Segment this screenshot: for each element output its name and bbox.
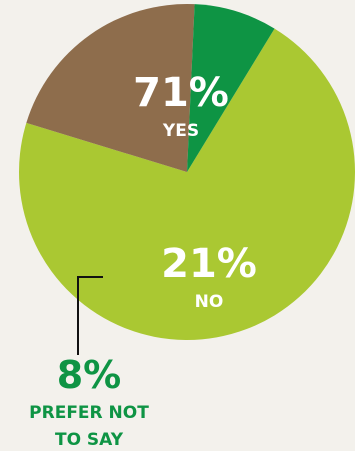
prefer-not-percent-label: 8% [57,353,122,397]
prefer-not-category-label-line1: PREFER NOT [29,403,149,423]
no-percent-label: 21% [161,241,257,287]
yes-category-label: YES [162,121,199,141]
prefer-not-category-label-line2: TO SAY [55,430,124,450]
prefer-not-slice [187,4,275,173]
pie-slices [18,4,355,341]
yes-percent-label: 71% [133,70,229,116]
yes-slice [18,28,355,341]
leader-line [77,276,103,355]
no-category-label: NO [195,292,224,312]
no-slice [26,4,195,172]
